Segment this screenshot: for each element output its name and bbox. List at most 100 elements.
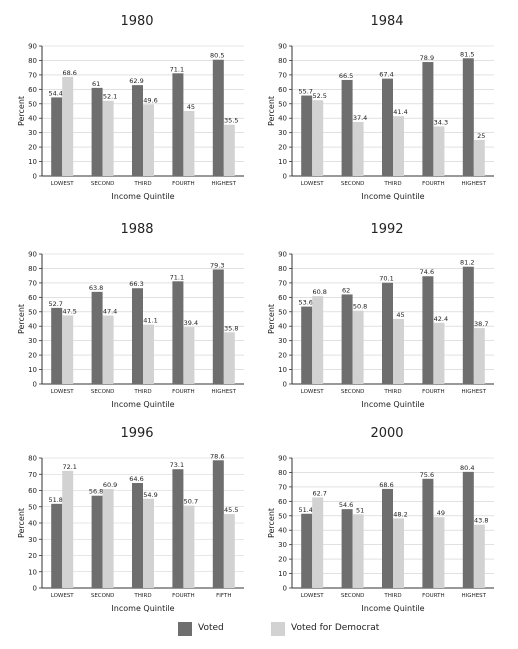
data-label-democrat: 39.4 [184,319,198,327]
data-label-voted: 52.7 [48,300,62,308]
y-tick-label: 50 [28,100,37,108]
chart-title: 1984 [370,14,404,29]
y-axis-label: Percent [17,96,26,126]
y-tick-label: 70 [278,279,287,287]
y-tick-label: 90 [28,43,37,51]
bar-voted [341,294,353,384]
data-label-voted: 62 [342,286,350,294]
bar-democrat [183,505,195,588]
data-label-democrat: 35.8 [224,324,238,332]
x-axis-label: Income Quintile [361,192,424,201]
data-label-voted: 61 [92,80,100,88]
x-axis-label: Income Quintile [111,604,174,613]
bar-democrat [473,328,485,384]
data-label-democrat: 52.5 [312,92,326,100]
bar-voted [462,58,474,176]
data-label-voted: 66.5 [339,72,353,80]
y-tick-label: 20 [28,144,37,152]
data-label-voted: 80.4 [460,464,474,472]
data-label-voted: 66.3 [129,280,143,288]
data-label-voted: 51.8 [48,496,62,504]
y-tick-label: 90 [278,43,287,51]
chart-title: 1980 [120,14,154,29]
chart-panel-1996: 1996 0 10 20 30 40 50 60 70 80 Percent 51.8 72.1 LOW… [12,426,262,626]
bar-democrat [62,470,74,588]
bar-voted [301,513,313,588]
legend-label-voted: Voted [198,623,224,633]
x-axis-label: Income Quintile [111,400,174,409]
data-label-democrat: 42.4 [434,315,448,323]
data-label-democrat: 68.6 [62,69,76,77]
x-tick-label: THIRD [133,389,151,395]
bar-voted [462,266,474,384]
x-tick-label: LOWEST [301,593,325,599]
bar-voted [301,95,313,176]
bar-chart-1992: 0 10 20 30 40 50 60 70 80 90 Percent 53.660.8 LOWEST… [267,251,494,409]
bar-democrat [473,524,485,588]
y-tick-label: 10 [28,366,37,374]
y-tick-label: 0 [283,381,287,389]
bar-democrat [223,332,235,384]
x-axis-label: Income Quintile [361,604,424,613]
bar-voted [51,97,63,176]
bar-voted [132,288,143,384]
bar-democrat [143,104,154,176]
x-tick-label: THIRD [133,181,151,187]
y-tick-label: 80 [28,455,37,463]
data-label-voted: 56.8 [89,488,103,496]
y-tick-label: 20 [28,352,37,360]
x-tick-label: SECOND [341,389,365,395]
bar-voted [132,85,143,176]
chart-title: 1996 [120,426,154,441]
y-tick-label: 50 [278,512,287,520]
y-tick-label: 80 [28,57,37,65]
x-tick-label: LOWEST [301,181,325,187]
x-tick-label: SECOND [91,181,115,187]
data-label-democrat: 37.4 [353,114,367,122]
bar-democrat [143,324,154,384]
y-tick-label: 50 [28,308,37,316]
data-label-democrat: 72.1 [62,463,76,471]
y-axis-label: Percent [267,96,276,126]
bar-voted [212,460,224,588]
data-label-democrat: 60.8 [312,288,326,296]
x-tick-label: LOWEST [301,389,325,395]
y-tick-label: 60 [28,294,37,302]
bar-voted [341,79,353,176]
y-tick-label: 60 [278,86,287,94]
data-label-voted: 55.7 [298,88,312,96]
bar-democrat [393,116,404,176]
y-tick-label: 90 [278,455,287,463]
x-tick-label: THIRD [133,593,151,599]
y-tick-label: 20 [28,552,37,560]
chart-title: 1988 [120,222,154,237]
y-tick-label: 40 [28,115,37,123]
bar-voted [422,478,434,588]
y-tick-label: 10 [278,158,287,166]
x-tick-label: FOURTH [172,389,194,395]
bar-voted [172,281,184,384]
legend-swatch-voted [178,622,192,636]
x-tick-label: LOWEST [51,593,75,599]
bar-voted [341,509,353,588]
y-tick-label: 60 [278,294,287,302]
data-label-voted: 74.6 [420,268,434,276]
bar-voted [132,483,143,588]
bar-democrat [183,111,195,176]
y-tick-label: 40 [278,323,287,331]
x-axis-label: Income Quintile [361,400,424,409]
x-tick-label: FOURTH [172,181,194,187]
x-tick-label: FOURTH [422,593,444,599]
bar-democrat [102,489,114,588]
data-label-voted: 73.1 [170,461,184,469]
legend-swatch-democrat [271,622,285,636]
y-axis-label: Percent [17,304,26,334]
y-tick-label: 70 [28,471,37,479]
y-tick-label: 70 [278,71,287,79]
bar-voted [382,282,393,384]
x-tick-label: HIGHEST [462,181,487,187]
bar-democrat [312,100,324,176]
bar-voted [91,291,103,384]
x-axis-label: Income Quintile [111,192,174,201]
bar-voted [51,503,63,588]
